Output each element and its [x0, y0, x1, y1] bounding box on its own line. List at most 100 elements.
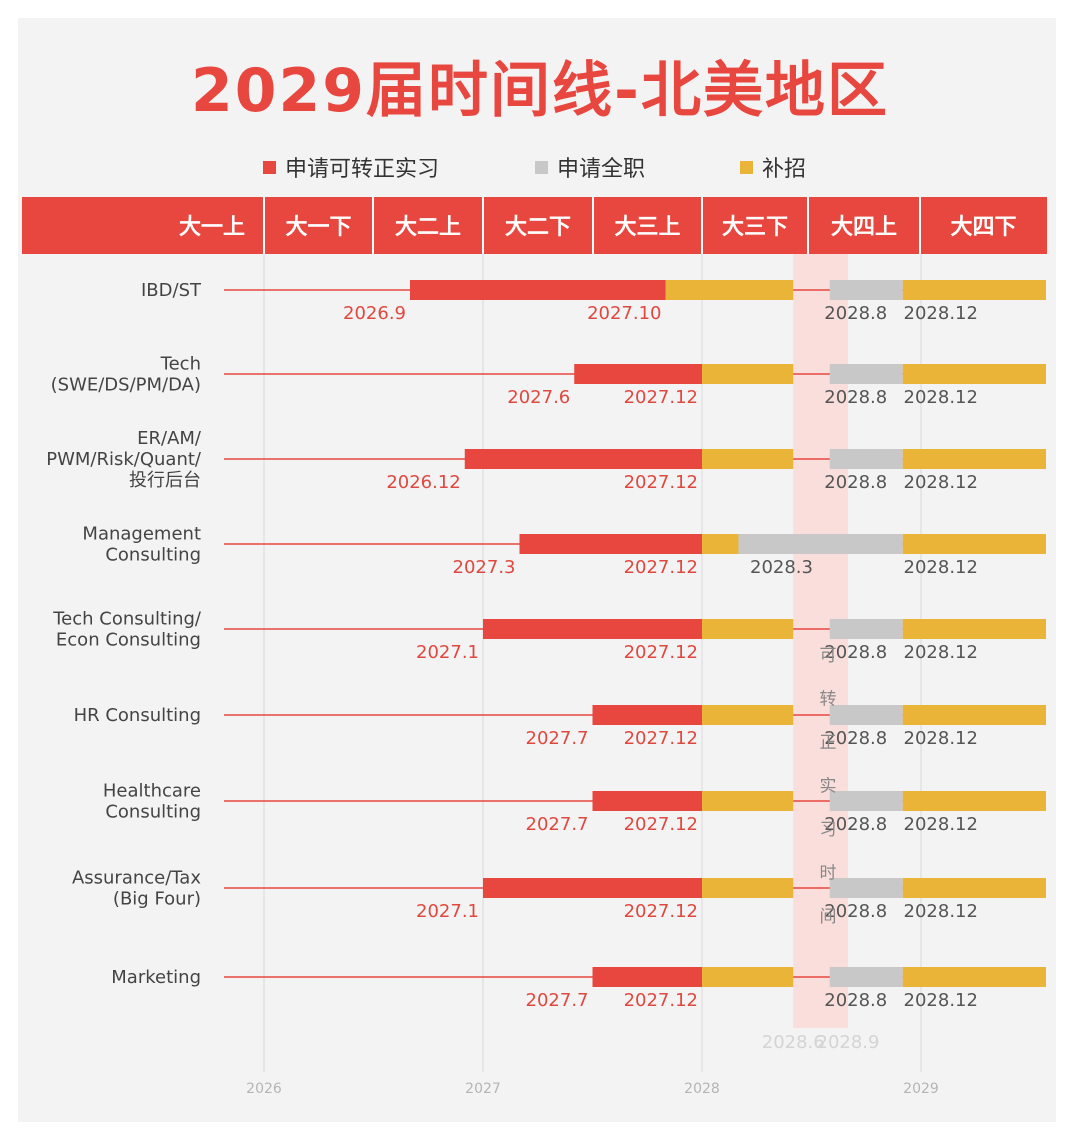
legend-item-fulltime: 申请全职 — [535, 152, 645, 182]
intern-start-label: 2027.7 — [526, 814, 589, 835]
fulltime-bar — [829, 705, 903, 725]
supplement-start-label: 2028.12 — [904, 901, 978, 922]
row-label: Consulting — [105, 802, 201, 823]
semester-label-4: 大三上 — [614, 215, 680, 240]
legend-label-supplement: 补招 — [762, 157, 807, 182]
intern-start-label: 2027.3 — [453, 557, 516, 578]
intern-end-label: 2027.10 — [587, 303, 661, 324]
row-label: Tech Consulting/ — [52, 609, 202, 630]
window-end-label: 2028.9 — [817, 1032, 880, 1053]
supplement-start-label: 2028.12 — [904, 303, 978, 324]
supplement-bar — [702, 449, 794, 469]
intern-start-label: 2027.1 — [416, 901, 479, 922]
supplement-start-label: 2028.12 — [904, 990, 978, 1011]
fulltime-bar — [829, 449, 903, 469]
row-label: IBD/ST — [141, 280, 202, 301]
supplement-bar-final — [902, 619, 1046, 639]
semester-label-6: 大四上 — [831, 215, 897, 240]
fulltime-bar — [829, 791, 903, 811]
window-start-label: 2028.6 — [762, 1032, 825, 1053]
fulltime-bar — [829, 364, 903, 384]
supplement-bar-final — [902, 534, 1046, 554]
row-label: Healthcare — [103, 781, 201, 802]
supplement-bar-final — [902, 967, 1046, 987]
row-label: (Big Four) — [113, 889, 201, 910]
intern-bar — [519, 534, 702, 554]
legend-label-intern: 申请可转正实习 — [285, 157, 440, 182]
x-tick-label-2028: 2028 — [684, 1081, 720, 1097]
intern-start-label: 2027.1 — [416, 642, 479, 663]
fulltime-bar — [829, 967, 903, 987]
conversion-window-char: 转 — [820, 690, 837, 710]
chart-title: 2029届时间线-北美地区 — [191, 56, 889, 126]
supplement-bar — [702, 619, 794, 639]
supplement-bar-final — [902, 364, 1046, 384]
intern-start-label: 2027.6 — [507, 387, 570, 408]
fulltime-start-label: 2028.8 — [824, 728, 887, 749]
fulltime-bar — [829, 619, 903, 639]
fulltime-start-label: 2028.8 — [824, 901, 887, 922]
intern-bar — [574, 364, 702, 384]
row-label: Assurance/Tax — [72, 868, 201, 889]
legend-label-fulltime: 申请全职 — [557, 157, 646, 182]
semester-label-5: 大三下 — [722, 215, 788, 240]
supplement-start-label: 2028.12 — [904, 387, 978, 408]
fulltime-start-label: 2028.8 — [824, 387, 887, 408]
intern-start-label: 2027.7 — [526, 990, 589, 1011]
intern-bar — [592, 791, 702, 811]
supplement-bar — [702, 967, 794, 987]
intern-bar — [464, 449, 702, 469]
semester-label-0: 大一上 — [179, 215, 245, 240]
row-label: Econ Consulting — [56, 630, 201, 651]
intern-end-label: 2027.12 — [624, 642, 698, 663]
legend-swatch-fulltime — [535, 160, 548, 174]
intern-start-label: 2027.7 — [526, 728, 589, 749]
conversion-window-char: 时 — [820, 864, 837, 884]
intern-end-label: 2027.12 — [624, 472, 698, 493]
supplement-bar-final — [902, 705, 1046, 725]
conversion-window-char: 正 — [820, 733, 837, 753]
fulltime-start-label: 2028.3 — [750, 557, 813, 578]
row-label: Marketing — [111, 967, 201, 988]
row-label: (SWE/DS/PM/DA) — [51, 375, 201, 396]
supplement-bar-final — [902, 878, 1046, 898]
row-label: 投行后台 — [129, 470, 201, 491]
semester-label-7: 大四下 — [950, 215, 1016, 240]
intern-start-label: 2026.9 — [343, 303, 406, 324]
semester-label-3: 大二下 — [505, 215, 571, 240]
supplement-bar — [702, 878, 794, 898]
row-label: Management — [82, 524, 201, 545]
fulltime-bar — [738, 534, 903, 554]
intern-end-label: 2027.12 — [624, 557, 698, 578]
intern-end-label: 2027.12 — [624, 901, 698, 922]
semester-label-2: 大二上 — [395, 215, 461, 240]
conversion-window-char: 可 — [820, 646, 837, 666]
fulltime-bar — [829, 878, 903, 898]
fulltime-start-label: 2028.8 — [824, 814, 887, 835]
row-label: Tech — [160, 354, 201, 375]
supplement-bar — [702, 705, 794, 725]
x-tick-label-2027: 2027 — [465, 1081, 501, 1097]
legend-item-supplement: 补招 — [740, 152, 806, 182]
supplement-bar-final — [902, 280, 1046, 300]
legend-item-intern: 申请可转正实习 — [263, 152, 439, 182]
legend-swatch-supplement — [740, 160, 753, 174]
x-tick-label-2026: 2026 — [246, 1081, 282, 1097]
intern-bar — [483, 878, 702, 898]
row-label: ER/AM/ — [137, 428, 202, 449]
intern-end-label: 2027.12 — [624, 728, 698, 749]
intern-end-label: 2027.12 — [624, 990, 698, 1011]
intern-bar — [410, 280, 666, 300]
conversion-window-char: 间 — [820, 907, 837, 927]
intern-end-label: 2027.12 — [624, 814, 698, 835]
supplement-start-label: 2028.12 — [904, 642, 978, 663]
supplement-start-label: 2028.12 — [904, 472, 978, 493]
supplement-start-label: 2028.12 — [904, 557, 978, 578]
intern-bar — [592, 705, 702, 725]
supplement-start-label: 2028.12 — [904, 728, 978, 749]
conversion-window-char: 实 — [820, 777, 837, 797]
legend-swatch-intern — [263, 160, 276, 174]
fulltime-start-label: 2028.8 — [824, 990, 887, 1011]
supplement-bar — [702, 791, 794, 811]
